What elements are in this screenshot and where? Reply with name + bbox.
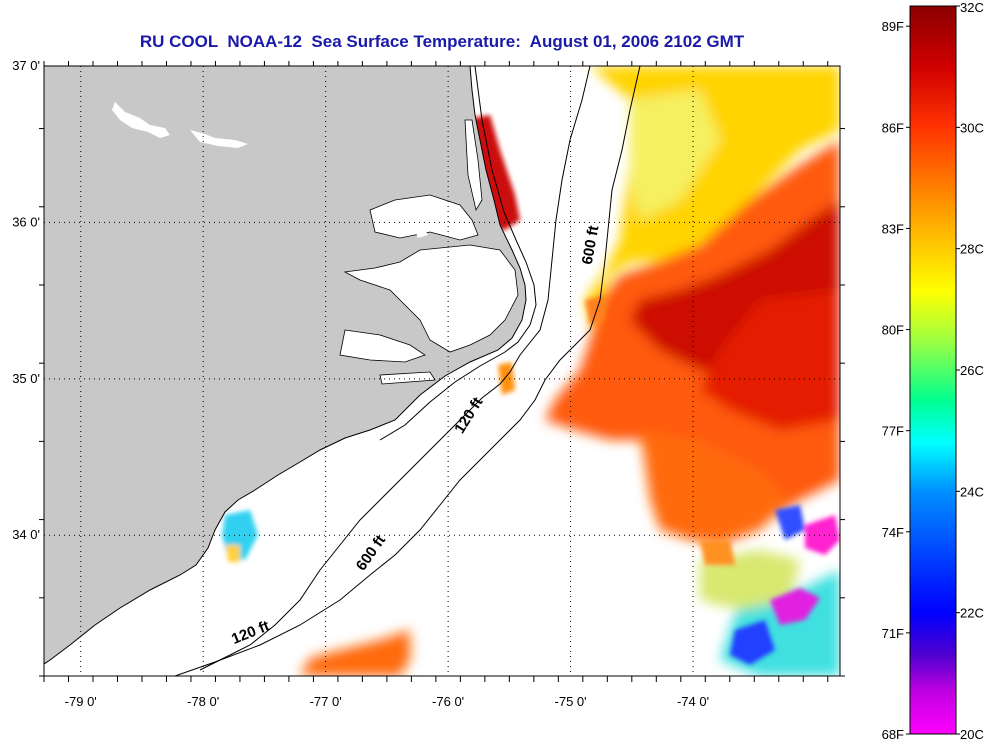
x-tick-label: -79 0'	[65, 694, 97, 709]
sst-patch-red-core	[700, 290, 840, 430]
neuse-river	[339, 329, 426, 363]
lake-mattamuskeet	[440, 258, 460, 270]
contour-120ft	[199, 66, 591, 671]
map-grid	[44, 66, 840, 676]
colorbar-f-label: 89F	[882, 19, 904, 34]
colorbar-f-label: 74F	[882, 525, 904, 540]
colorbar-labels: 89F 86F 83F 80F 77F 74F 71F 68F 32C 30C 28C 26C 24C 2…	[882, 0, 984, 742]
inland-water	[339, 119, 519, 385]
colorbar-f-label: 80F	[882, 323, 904, 338]
y-tick-label: 35 0'	[12, 371, 40, 386]
contour-label: 600 ft	[579, 224, 603, 266]
y-tick-label: 37 0'	[12, 58, 40, 73]
colorbar-f-label: 68F	[882, 727, 904, 742]
sst-patch-orange-east	[585, 295, 605, 325]
colorbar-ramp	[909, 5, 957, 735]
sst-data-field	[222, 66, 840, 676]
y-tick-label: 36 0'	[12, 214, 40, 229]
sst-patch-magenta-southeast-2	[770, 588, 820, 625]
sst-patch-blue-southeast-2	[775, 505, 805, 540]
colorbar-c-label: 28C	[960, 242, 984, 257]
axis-ticks: -79 0' -78 0' -77 0' -76 0' -75 0' -74 0' 37 0…	[12, 58, 845, 709]
x-tick-label: -77 0'	[310, 694, 342, 709]
kerr-lake	[112, 102, 170, 138]
x-tick-label: -75 0'	[555, 694, 587, 709]
lake-gaston	[190, 130, 248, 148]
sst-patch-orange-south	[640, 430, 790, 545]
sst-patch-orange-bottom	[300, 630, 410, 676]
x-tick-label: -76 0'	[432, 694, 464, 709]
colorbar-c-label: 20C	[960, 727, 984, 742]
outer-banks-barrier-islands	[379, 66, 537, 441]
sst-patch-lightyellow	[630, 90, 720, 220]
colorbar-c-label: 26C	[960, 363, 984, 378]
contour-600ft	[174, 66, 641, 676]
map-title: RU COOL NOAA-12 Sea Surface Temperature:…	[139, 32, 745, 51]
pamlico-sound	[343, 244, 519, 353]
bathymetry-contours	[174, 66, 641, 676]
colorbar-c-label: 32C	[960, 0, 984, 15]
colorbar-f-label: 86F	[882, 120, 904, 135]
colorbar: 89F 86F 83F 80F 77F 74F 71F 68F 32C 30C 28C 26C 24C 2…	[882, 0, 984, 742]
y-tick-label: 34 0'	[12, 527, 40, 542]
colorbar-c-label: 30C	[960, 120, 984, 135]
sst-patch-yellow-cape-fear	[226, 545, 240, 562]
colorbar-f-label: 71F	[882, 626, 904, 641]
bogue-sound	[379, 371, 436, 385]
sst-patch-blue-southeast	[730, 620, 775, 665]
x-tick-label: -78 0'	[187, 694, 219, 709]
colorbar-f-label: 83F	[882, 221, 904, 236]
map-frame	[43, 65, 841, 677]
colorbar-f-label: 77F	[882, 424, 904, 439]
sst-patch-orange-south-2	[700, 540, 735, 565]
x-tick-label: -74 0'	[677, 694, 709, 709]
lake-phelps	[415, 228, 428, 238]
colorbar-c-label: 24C	[960, 484, 984, 499]
currituck-sound	[464, 119, 483, 212]
albemarle-sound	[369, 194, 479, 241]
colorbar-c-label: 22C	[960, 606, 984, 621]
sst-patch-magenta-southeast	[805, 515, 840, 555]
inland-lakes	[112, 102, 460, 270]
